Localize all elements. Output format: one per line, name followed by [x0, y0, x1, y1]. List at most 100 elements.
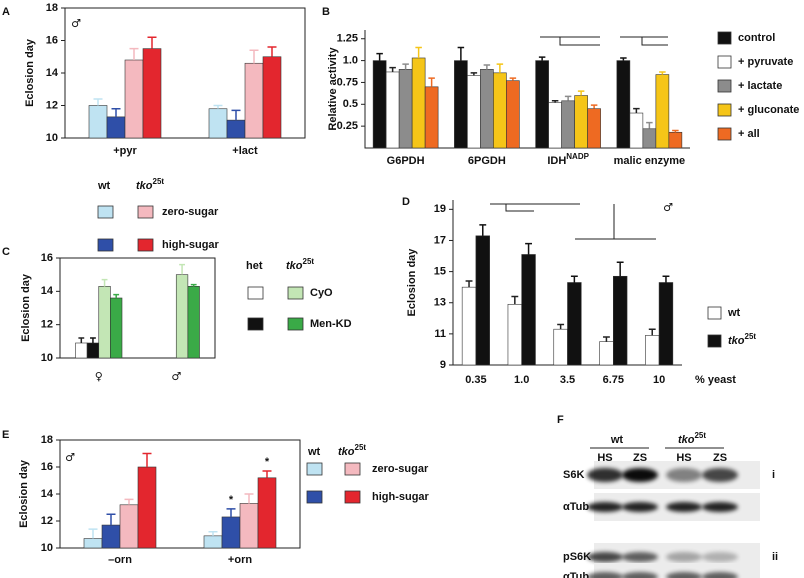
bar	[599, 341, 614, 366]
bar	[98, 286, 111, 359]
error-bar	[226, 508, 236, 517]
legend-label: high-sugar	[162, 239, 220, 251]
x-tick-label: +pyr	[113, 145, 137, 157]
legend-swatch	[344, 462, 361, 476]
error-bar	[415, 46, 422, 58]
blot-band	[666, 502, 702, 512]
error-bar	[124, 498, 134, 505]
bar	[454, 60, 468, 149]
y-tick-label: 11	[434, 328, 446, 340]
legend-swatch	[287, 317, 304, 331]
y-axis-label: Eclosion day	[18, 459, 30, 528]
bar	[398, 69, 413, 149]
y-tick-label: 10	[41, 352, 53, 364]
legend-header: tko25t	[136, 177, 164, 192]
plot-frame	[59, 257, 216, 359]
legend-header: wt	[97, 180, 111, 192]
legend-header: tko25t	[286, 257, 314, 272]
significance-bracket	[490, 203, 656, 240]
error-bar	[659, 71, 666, 75]
blot-band	[702, 572, 738, 578]
legend-swatch	[717, 31, 732, 45]
y-tick-label: 16	[41, 252, 53, 264]
error-bar	[590, 104, 598, 109]
legend-label: + pyruvate	[738, 56, 793, 68]
legend-swatch	[344, 490, 361, 504]
blot-band	[666, 572, 702, 578]
legend-swatch	[717, 103, 732, 117]
x-tick-label: +lact	[232, 145, 258, 157]
x-tick-label: 3.5	[560, 374, 575, 386]
panel-letter: D	[402, 196, 410, 208]
error-bar	[577, 90, 585, 96]
lane-label: HS	[597, 452, 612, 464]
y-axis-label: Eclosion day	[20, 273, 32, 342]
error-bar	[479, 224, 487, 236]
legend-swatch	[247, 317, 264, 331]
x-tick-label: G6PDH	[387, 155, 425, 167]
x-tick-label: ♀	[95, 370, 103, 383]
legend-swatch	[717, 127, 732, 141]
bar	[187, 286, 200, 359]
bar	[137, 466, 157, 549]
x-tick-label: 6PGDH	[468, 155, 506, 167]
error-bar	[244, 493, 254, 504]
lane-label: HS	[676, 452, 691, 464]
legend-label-base: tko	[728, 335, 745, 347]
legend-swatch	[717, 55, 732, 69]
bar	[616, 60, 631, 149]
lane-label: ZS	[713, 452, 727, 464]
error-bar	[389, 66, 396, 72]
x-tick-label: 1.0	[514, 374, 529, 386]
blot-band	[587, 552, 623, 562]
error-bar	[557, 323, 565, 330]
blot-row-label: αTub	[563, 571, 589, 578]
bar	[244, 62, 264, 139]
legend-swatch	[707, 306, 722, 320]
bar	[124, 59, 144, 139]
bar	[561, 100, 575, 149]
y-tick-label: 9	[440, 359, 446, 371]
blot-group-sup: 25t	[694, 431, 706, 440]
legend-label: + lactate	[738, 80, 782, 92]
legend-label: CyO	[310, 287, 333, 299]
blot-row-label: pS6K	[563, 551, 591, 563]
error-bar	[111, 108, 121, 117]
legend-label: tko25t	[728, 332, 756, 347]
bar	[467, 75, 481, 149]
error-bar	[570, 275, 578, 283]
blot-group: tko25t	[678, 431, 706, 446]
bar	[521, 254, 536, 366]
x-tick-label: ♂	[171, 370, 181, 383]
y-tick-label: 1.0	[343, 54, 358, 66]
bar	[372, 60, 387, 149]
error-bar	[511, 295, 519, 305]
bar	[668, 131, 683, 149]
y-tick-label: 18	[46, 2, 58, 14]
bar	[101, 524, 121, 549]
y-tick-label: 13	[434, 297, 446, 309]
error-bar	[633, 107, 640, 114]
error-bar	[648, 328, 656, 336]
y-tick-label: 12	[41, 319, 53, 331]
blot-band	[702, 468, 738, 482]
legend-swatch	[707, 334, 722, 348]
y-tick-label: 14	[46, 67, 59, 79]
error-bar	[147, 36, 157, 49]
legend-label: control	[738, 32, 775, 44]
error-bar	[672, 129, 679, 133]
error-bar	[213, 104, 223, 109]
error-bar	[142, 452, 152, 467]
legend-header: wt	[307, 446, 321, 458]
error-bar	[428, 77, 435, 87]
bar	[203, 535, 223, 549]
bar	[75, 342, 88, 359]
y-tick-label: 10	[46, 132, 58, 144]
panel-letter: F	[557, 414, 564, 426]
y-axis-label: Eclosion day	[406, 248, 418, 317]
panel-letter: E	[2, 429, 9, 441]
bar	[83, 538, 103, 549]
blot-group-base: tko	[678, 434, 695, 446]
bar	[175, 274, 189, 359]
blot-band	[622, 468, 658, 482]
